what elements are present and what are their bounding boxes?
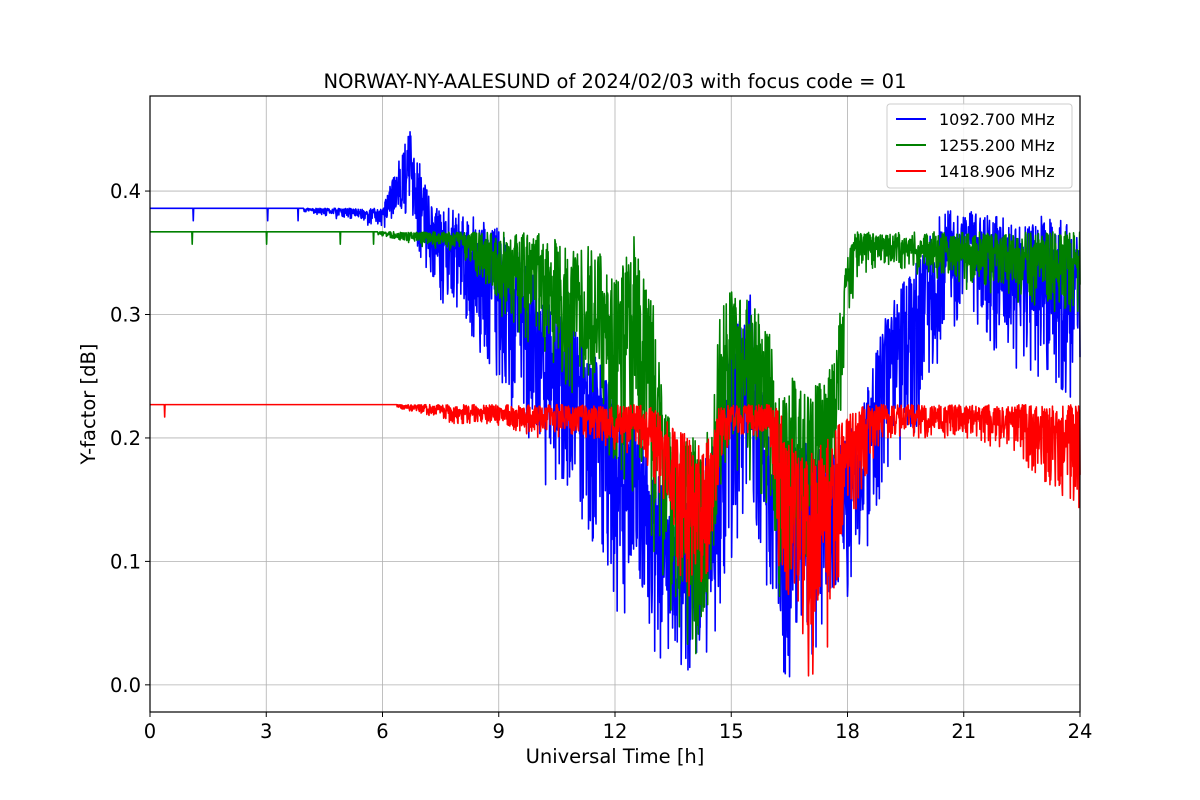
legend-label: 1418.906 MHz <box>939 162 1055 181</box>
x-axis-label: Universal Time [h] <box>526 745 705 768</box>
series-line-3 <box>149 403 1081 677</box>
x-tick-label: 6 <box>376 720 388 743</box>
chart-title: NORWAY-NY-AALESUND of 2024/02/03 with fo… <box>324 70 907 93</box>
x-tick-label: 24 <box>1068 720 1093 743</box>
y-tick-label: 0.3 <box>110 304 141 327</box>
series-line-1 <box>149 130 1081 678</box>
x-tick-label: 0 <box>144 720 156 743</box>
series-layer <box>149 130 1081 678</box>
y-axis-label: Y-factor [dB] <box>77 344 100 466</box>
x-tick-label: 3 <box>260 720 272 743</box>
y-tick-label: 0.2 <box>110 427 141 450</box>
legend: 1092.700 MHz 1255.200 MHz 1418.906 MHz <box>886 103 1073 189</box>
x-axis: 0 3 6 9 12 15 18 21 24 <box>144 712 1093 743</box>
y-axis: 0.0 0.1 0.2 0.3 0.4 <box>110 180 150 697</box>
series-line-2 <box>149 230 1081 655</box>
y-tick-label: 0.1 <box>110 550 141 573</box>
x-tick-label: 18 <box>835 720 860 743</box>
x-tick-label: 15 <box>719 720 744 743</box>
x-tick-label: 12 <box>603 720 628 743</box>
y-tick-label: 0.4 <box>110 180 141 203</box>
x-tick-label: 21 <box>951 720 976 743</box>
legend-label: 1255.200 MHz <box>939 136 1055 155</box>
legend-box <box>886 103 1073 189</box>
x-tick-label: 9 <box>493 720 505 743</box>
y-tick-label: 0.0 <box>110 674 141 697</box>
legend-label: 1092.700 MHz <box>939 110 1055 129</box>
